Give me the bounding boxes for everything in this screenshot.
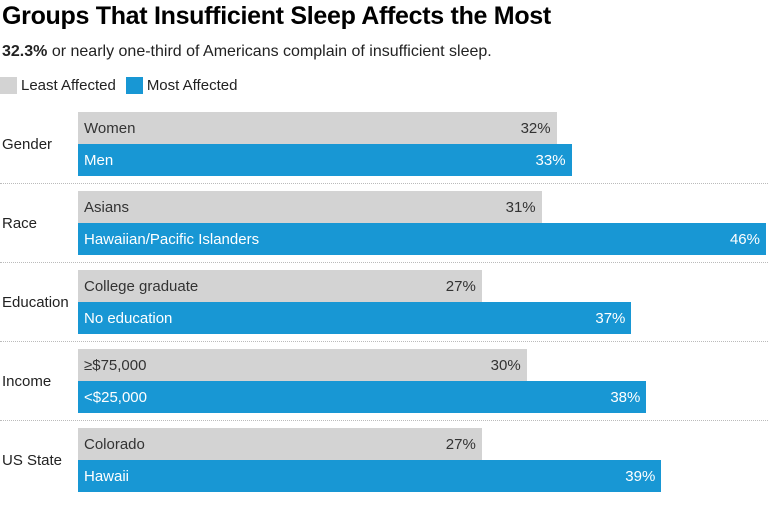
- bar-label: Men: [84, 152, 114, 169]
- group-us-state: US State Colorado 27% Hawaii 39%: [0, 428, 768, 507]
- data-label: 33%: [535, 152, 566, 169]
- bar-most: No education 37%: [78, 302, 632, 334]
- group-education: Education College graduate 27% No education…: [0, 270, 768, 349]
- bar-most: Men 33%: [78, 144, 572, 176]
- subtitle-text: or nearly one-third of Americans complai…: [47, 43, 492, 60]
- category-label: Income: [2, 373, 52, 390]
- bar-least: ≥$75,000 30%: [78, 349, 527, 381]
- subtitle-highlight: 32.3%: [2, 43, 48, 60]
- bar-least: Women 32%: [78, 112, 557, 144]
- group-gender: Gender Women 32% Men 33%: [0, 112, 768, 191]
- bar-label: No education: [84, 310, 173, 327]
- legend-swatch: [125, 77, 143, 94]
- bar-label: Asians: [84, 199, 130, 216]
- chart-title: Groups That Insufficient Sleep Affects t…: [2, 2, 551, 30]
- bar-label: Hawaiian/Pacific Islanders: [84, 231, 260, 248]
- data-label: 31%: [505, 199, 536, 216]
- legend: Least Affected Most Affected: [0, 77, 247, 94]
- bar-label: ≥$75,000: [84, 357, 147, 374]
- bar-most: Hawaii 39%: [78, 460, 662, 492]
- bar-most: <$25,000 38%: [78, 381, 647, 413]
- legend-item-most: Most Affected: [125, 77, 238, 94]
- data-label: 37%: [595, 310, 626, 327]
- data-label: 46%: [729, 231, 760, 248]
- data-label: 38%: [610, 389, 641, 406]
- group-race: Race Asians 31% Hawaiian/Pacific Islanders 4…: [0, 191, 768, 270]
- bar-label: College graduate: [84, 278, 199, 295]
- chart-subtitle: 32.3% or nearly one-third of Americans c…: [2, 43, 492, 61]
- bar-least: Asians 31%: [78, 191, 542, 223]
- data-label: 30%: [490, 357, 521, 374]
- bar-least: Colorado 27%: [78, 428, 482, 460]
- category-label: US State: [2, 452, 63, 469]
- legend-label: Most Affected: [146, 77, 238, 94]
- group-divider: [0, 262, 768, 263]
- category-label: Gender: [2, 136, 53, 153]
- group-income: Income ≥$75,000 30% <$25,000 38%: [0, 349, 768, 428]
- group-divider: [0, 341, 768, 342]
- bar-label: Women: [84, 120, 136, 137]
- group-divider: [0, 183, 768, 184]
- legend-swatch: [0, 77, 17, 94]
- bar-most: Hawaiian/Pacific Islanders 46%: [78, 223, 766, 255]
- legend-label: Least Affected: [21, 77, 116, 94]
- category-label: Education: [2, 294, 69, 311]
- data-label: 27%: [445, 278, 476, 295]
- data-label: 27%: [445, 436, 476, 453]
- data-label: 39%: [625, 468, 656, 485]
- data-label: 32%: [520, 120, 551, 137]
- bar-label: Colorado: [84, 436, 145, 453]
- bar-label: Hawaii: [84, 468, 130, 485]
- bar-label: <$25,000: [84, 389, 147, 406]
- legend-item-least: Least Affected: [0, 77, 116, 94]
- category-label: Race: [2, 215, 38, 232]
- group-divider: [0, 420, 768, 421]
- bar-least: College graduate 27%: [78, 270, 482, 302]
